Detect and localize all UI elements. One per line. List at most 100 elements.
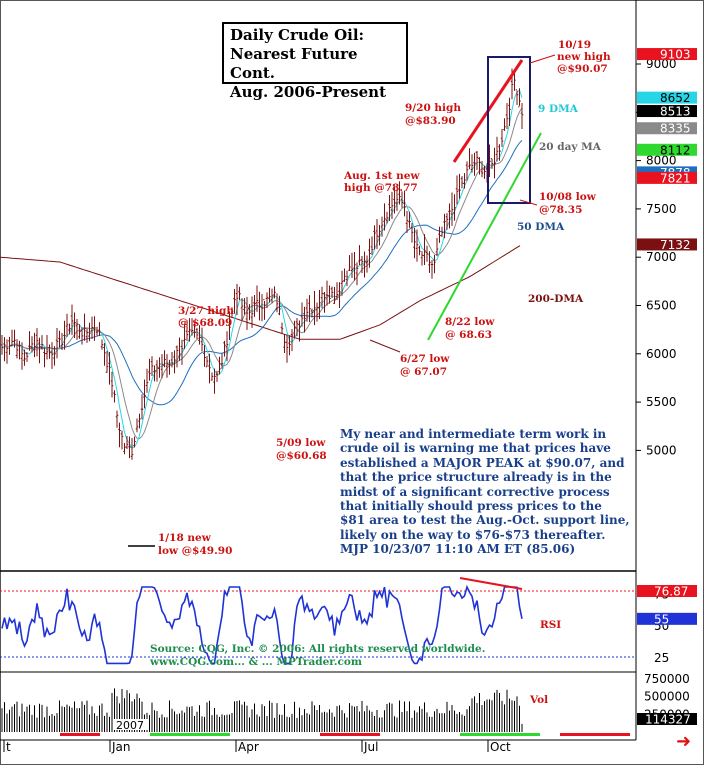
annotation-327-text: 3/27 high: [178, 305, 234, 317]
ma20-line: [1, 107, 523, 440]
annotation-1019-value: @$90.07: [557, 63, 608, 75]
rsi-tag-label: 76.87: [654, 585, 688, 599]
price-tag-label: 8652: [660, 91, 691, 105]
commentary-line: MJP 10/23/07 11:10 AM ET (85.06): [340, 542, 576, 557]
price-tag-label: 8335: [660, 122, 691, 136]
commentary-line: that initially should press prices to th…: [340, 499, 602, 514]
commentary-line: likely on the way to $76-$73 thereafter.: [340, 527, 606, 542]
price-tag: [637, 91, 697, 104]
volume-axis-label: 500000: [644, 690, 690, 704]
annotation-1008-value: @78.35: [539, 204, 582, 216]
date-axis: t Jan Apr Jul Oct: [3, 740, 511, 754]
ohlc-bars: [0, 68, 524, 460]
annotation-822-value: @ 68.63: [445, 329, 492, 341]
price-tag-label: 9103: [660, 48, 691, 62]
color-strip-5: [560, 733, 630, 736]
price-tag: [637, 122, 697, 135]
annotation-627-text: 6/27 low: [400, 353, 450, 365]
date-axis-label: Apr: [238, 740, 259, 754]
annotation-1019-text: new high: [557, 51, 611, 63]
price-tag: [637, 105, 697, 118]
label-leader-1019: [529, 54, 556, 64]
annotation-118-value: low @$49.90: [158, 545, 232, 557]
ma200-label: 200-DMA: [528, 293, 584, 305]
source-line-2: www.CQG.com... & ... MPTrader.com: [150, 656, 363, 668]
volume-axis-label: 750000: [644, 672, 690, 686]
ma20-path: [1, 107, 523, 440]
rsi-divergence-line: [459, 577, 523, 590]
ma200-path: [0, 245, 521, 340]
date-axis-label: t: [6, 740, 11, 754]
ma9-line: [1, 89, 523, 449]
ma20-label: 20 day MA: [539, 141, 602, 153]
volume-axis: 750000500000250000114327: [637, 672, 697, 727]
title-line-1: Daily Crude Oil:: [230, 26, 365, 44]
label-leader-627: [369, 339, 401, 353]
rsi-tag-label: 55: [654, 612, 669, 626]
color-strip-1: [60, 733, 100, 736]
annotation-509-text: 5/09 low: [276, 437, 326, 449]
support-trend-line: [427, 132, 542, 341]
price-axis-label: 5500: [646, 395, 677, 409]
price-tag: [637, 171, 697, 184]
source-line-1: Source: CQG, Inc. © 2006: All rights res…: [150, 643, 486, 655]
rsi-line: [1, 584, 523, 665]
ma9-path: [1, 89, 523, 449]
annotation-aug-value: high @78.77: [344, 182, 418, 194]
volume-bars: [1, 688, 523, 732]
price-axis-label: 7500: [646, 202, 677, 216]
annotation-920-text: 9/20 high: [405, 102, 461, 114]
price-tag-label: 7132: [660, 238, 691, 252]
color-strip-4: [460, 733, 540, 736]
ma9-label: 9 DMA: [538, 103, 579, 115]
commentary-line: that the price structure already is in t…: [340, 470, 612, 485]
commentary-line: My near and intermediate term work in: [340, 427, 607, 441]
price-axis-label: 7000: [646, 250, 677, 264]
title-line-3: Aug. 2006-Present: [230, 83, 386, 101]
date-axis-label: Jul: [363, 740, 378, 754]
color-strip-2: [150, 733, 230, 736]
commentary: My near and intermediate term work in cr…: [340, 427, 640, 557]
price-tag-label: 8112: [660, 143, 691, 157]
commentary-line: crude oil is warning me that prices have: [340, 441, 611, 456]
commentary-line: midst of a significant corrective proces…: [340, 484, 610, 499]
annotation-509-value: @$60.68: [276, 450, 327, 462]
price-axis-label: 9000: [646, 57, 677, 71]
color-strip-3: [320, 733, 380, 736]
annotation-118-text: 1/18 new: [158, 532, 212, 544]
ma50-line: [1, 140, 523, 406]
peak-box: [487, 56, 531, 204]
rsi-axis-label: 25: [654, 651, 669, 665]
rsi-path: [1, 584, 523, 665]
ma50-path: [1, 140, 523, 406]
date-axis-label: Oct: [490, 740, 511, 754]
rsi-tag: [637, 612, 697, 625]
rsi-tag: [637, 585, 697, 597]
ma200-line: [0, 245, 521, 340]
volume-tag: [637, 713, 697, 725]
annotation-822-text: 8/22 low: [445, 316, 495, 328]
volume-tag-label: 114327: [645, 713, 691, 727]
commentary-line: established a MAJOR PEAK at $90.07, and: [340, 455, 625, 470]
date-axis-label: Jan: [111, 740, 131, 754]
price-tag-label: 7821: [660, 171, 691, 185]
price-axis-label: 5000: [646, 443, 677, 457]
price-tag-label: 8513: [660, 105, 691, 119]
annotation-aug-text: Aug. 1st new: [343, 170, 420, 182]
commentary-line: $81 area to test the Aug.-Oct. support l…: [340, 513, 630, 528]
annotation-920-value: @$83.90: [405, 115, 456, 127]
source-note: Source: CQG, Inc. © 2006: All rights res…: [150, 643, 485, 669]
price-tag: [637, 238, 697, 251]
chart-title: Daily Crude Oil: Nearest Future Cont. Au…: [222, 22, 408, 101]
year-label: 2007: [116, 719, 144, 732]
price-tag: [637, 48, 697, 61]
volume-label: Vol: [529, 694, 548, 706]
title-line-2: Nearest Future Cont.: [230, 45, 358, 82]
ma50-label: 50 DMA: [517, 221, 565, 233]
label-leader-1008: [519, 199, 538, 206]
scroll-left-arrow-icon[interactable]: ➜: [676, 731, 692, 752]
price-axis: 9000850080007500700065006000550050009103…: [636, 48, 697, 457]
price-axis-label: 8000: [646, 154, 677, 168]
